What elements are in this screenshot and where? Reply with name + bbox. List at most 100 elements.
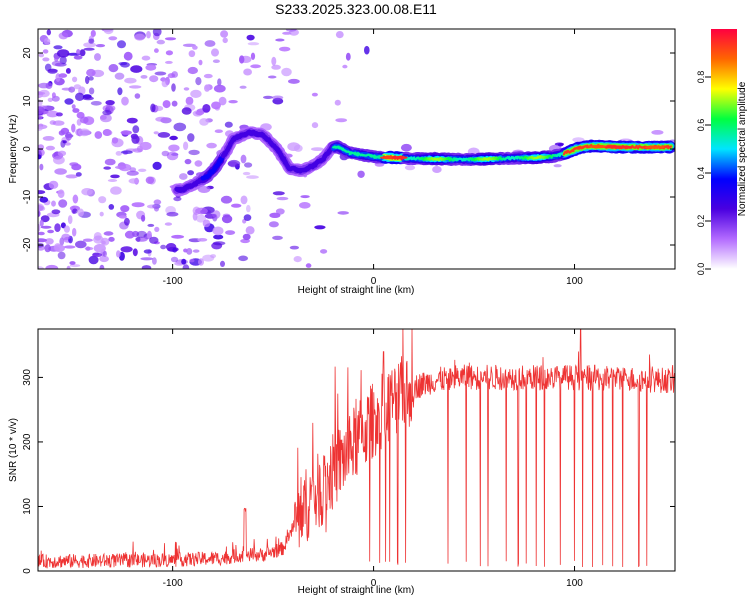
- spectrogram-ylabel: Frequency (Hz): [8, 115, 19, 184]
- noise-blob: [194, 160, 203, 167]
- noise-blob: [166, 151, 179, 161]
- noise-blob: [38, 125, 43, 131]
- noise-blob: [212, 226, 224, 236]
- noise-blob: [164, 222, 172, 226]
- noise-blob: [51, 209, 61, 215]
- noise-blob: [184, 158, 192, 165]
- noise-blob: [103, 231, 114, 236]
- snr-series: [38, 329, 675, 569]
- noise-blob: [42, 57, 50, 62]
- noise-blob: [141, 214, 146, 222]
- noise-blob: [187, 170, 195, 176]
- ridge-segment: [371, 155, 376, 159]
- noise-blob: [135, 236, 141, 242]
- noise-blob: [182, 43, 196, 47]
- noise-blob: [192, 249, 200, 253]
- noise-blob: [83, 42, 96, 48]
- noise-blob: [293, 256, 302, 263]
- noise-blob: [147, 223, 155, 227]
- noise-blob: [102, 250, 108, 257]
- noise-blob: [88, 38, 95, 44]
- noise-blob: [183, 87, 190, 91]
- noise-blob: [204, 40, 216, 47]
- noise-blob: [130, 133, 138, 140]
- noise-blob: [199, 118, 209, 126]
- noise-blob: [195, 77, 202, 86]
- noise-blob: [65, 131, 72, 141]
- noise-blob: [154, 71, 167, 76]
- noise-blob: [121, 150, 133, 154]
- noise-blob: [187, 66, 198, 75]
- noise-blob: [116, 250, 121, 258]
- noise-blob: [66, 265, 71, 269]
- noise-blob: [82, 238, 93, 242]
- noise-blob: [88, 87, 95, 95]
- noise-blob: [197, 186, 211, 193]
- noise-blob: [275, 38, 285, 42]
- ridge-segment: [642, 146, 647, 150]
- noise-blob: [202, 219, 211, 228]
- noise-blob: [271, 95, 284, 100]
- noise-blob: [181, 107, 192, 115]
- noise-blob: [320, 249, 328, 254]
- ridge-hotspot: [391, 156, 408, 160]
- noise-blob: [149, 75, 159, 83]
- noise-blob: [218, 96, 227, 106]
- noise-blob: [57, 251, 66, 260]
- noise-blob: [221, 214, 233, 224]
- noise-blob: [188, 149, 200, 156]
- noise-blob: [211, 48, 219, 57]
- noise-blob: [224, 121, 233, 128]
- noise-blob: [67, 215, 73, 225]
- noise-blob: [38, 231, 45, 236]
- noise-blob: [51, 92, 56, 99]
- noise-blob: [245, 226, 255, 235]
- noise-blob: [63, 225, 70, 233]
- noise-blob: [45, 82, 53, 89]
- snr-ytick-label: 100: [22, 498, 33, 515]
- noise-blob: [240, 195, 248, 205]
- noise-blob: [364, 45, 370, 55]
- noise-blob: [244, 162, 253, 168]
- noise-blob: [71, 123, 76, 133]
- noise-blob: [75, 172, 82, 177]
- noise-blob: [345, 52, 351, 61]
- spectrogram-ytick-label: -10: [22, 189, 33, 204]
- noise-blob: [91, 69, 105, 78]
- noise-blob: [285, 29, 297, 32]
- noise-blob: [57, 49, 70, 58]
- noise-blob: [192, 45, 198, 50]
- noise-blob: [108, 36, 118, 41]
- noise-blob: [145, 64, 157, 71]
- snr-panel: -100 0 100 0 100 200 300 Height of straight li…: [8, 328, 676, 596]
- noise-blob: [293, 144, 303, 152]
- noise-blob: [335, 118, 348, 123]
- noise-blob: [211, 101, 221, 110]
- noise-blob: [213, 84, 226, 93]
- noise-blob: [311, 122, 319, 129]
- noise-blob: [197, 238, 208, 242]
- noise-blob: [141, 55, 151, 61]
- noise-blob: [46, 110, 59, 118]
- noise-blob: [183, 248, 188, 253]
- noise-blob: [140, 257, 154, 261]
- noise-blob: [131, 202, 145, 208]
- noise-blob: [250, 52, 256, 60]
- noise-blob: [404, 165, 416, 171]
- noise-blob: [281, 67, 292, 77]
- noise-blob: [271, 56, 277, 66]
- noise-blob: [120, 130, 132, 135]
- noise-blob: [38, 223, 41, 232]
- noise-blob: [198, 59, 203, 66]
- noise-blob: [572, 137, 585, 143]
- ridge-segment: [665, 145, 670, 149]
- noise-blob: [39, 219, 44, 227]
- noise-blob: [72, 76, 78, 83]
- noise-blob: [100, 113, 112, 123]
- noise-blob: [222, 37, 228, 44]
- ridge-segment: [354, 151, 358, 155]
- noise-blob: [42, 49, 49, 54]
- noise-blob: [69, 162, 79, 167]
- noise-blob: [311, 92, 318, 97]
- noise-blob: [185, 96, 194, 106]
